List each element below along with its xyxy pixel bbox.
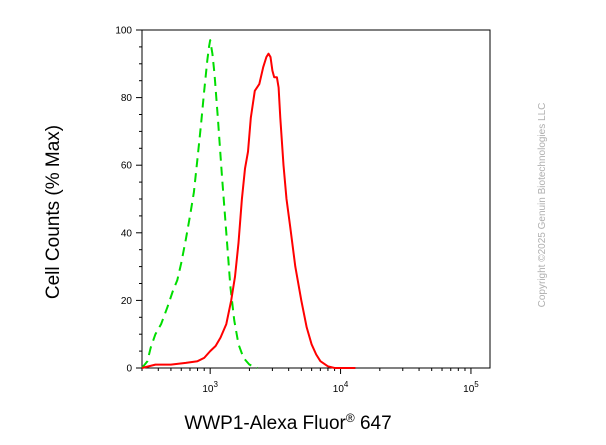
x-tick-label: 105 <box>463 380 479 395</box>
y-tick-label: 40 <box>121 228 133 239</box>
x-axis-title-registered-mark: ® <box>346 411 355 425</box>
y-tick-label: 60 <box>121 161 133 172</box>
y-tick-label: 80 <box>121 93 133 104</box>
y-tick-label: 0 <box>126 364 132 375</box>
copyright-watermark: Copyright ©2025 Genuin Biotechnologies L… <box>537 103 548 308</box>
plot-area <box>141 29 491 369</box>
x-tick-base: 10 <box>333 384 345 395</box>
x-tick-base: 10 <box>202 384 214 395</box>
x-axis-title-main: WWP1-Alexa Fluor <box>184 413 346 434</box>
x-tick-exponent: 4 <box>344 380 349 389</box>
y-axis-title: Cell Counts (% Max) <box>43 125 64 299</box>
x-tick-exponent: 5 <box>474 380 479 389</box>
y-axis: 0 20 40 60 80 100 <box>115 26 142 375</box>
x-tick-exponent: 3 <box>214 380 219 389</box>
x-tick-label: 104 <box>333 380 349 395</box>
x-tick-base: 10 <box>463 384 475 395</box>
x-tick-label: 103 <box>202 380 218 395</box>
plot-frame <box>141 29 491 369</box>
x-axis-title-suffix: 647 <box>355 413 392 434</box>
y-tick-label: 20 <box>121 296 133 307</box>
x-axis: 103 104 105 <box>141 368 479 395</box>
control-histogram-line <box>141 39 258 369</box>
y-tick-label: 100 <box>115 26 132 37</box>
x-axis-title: WWP1-Alexa Fluor® 647 <box>184 411 391 434</box>
series-layer <box>141 39 356 369</box>
sample-histogram-line <box>141 52 356 369</box>
